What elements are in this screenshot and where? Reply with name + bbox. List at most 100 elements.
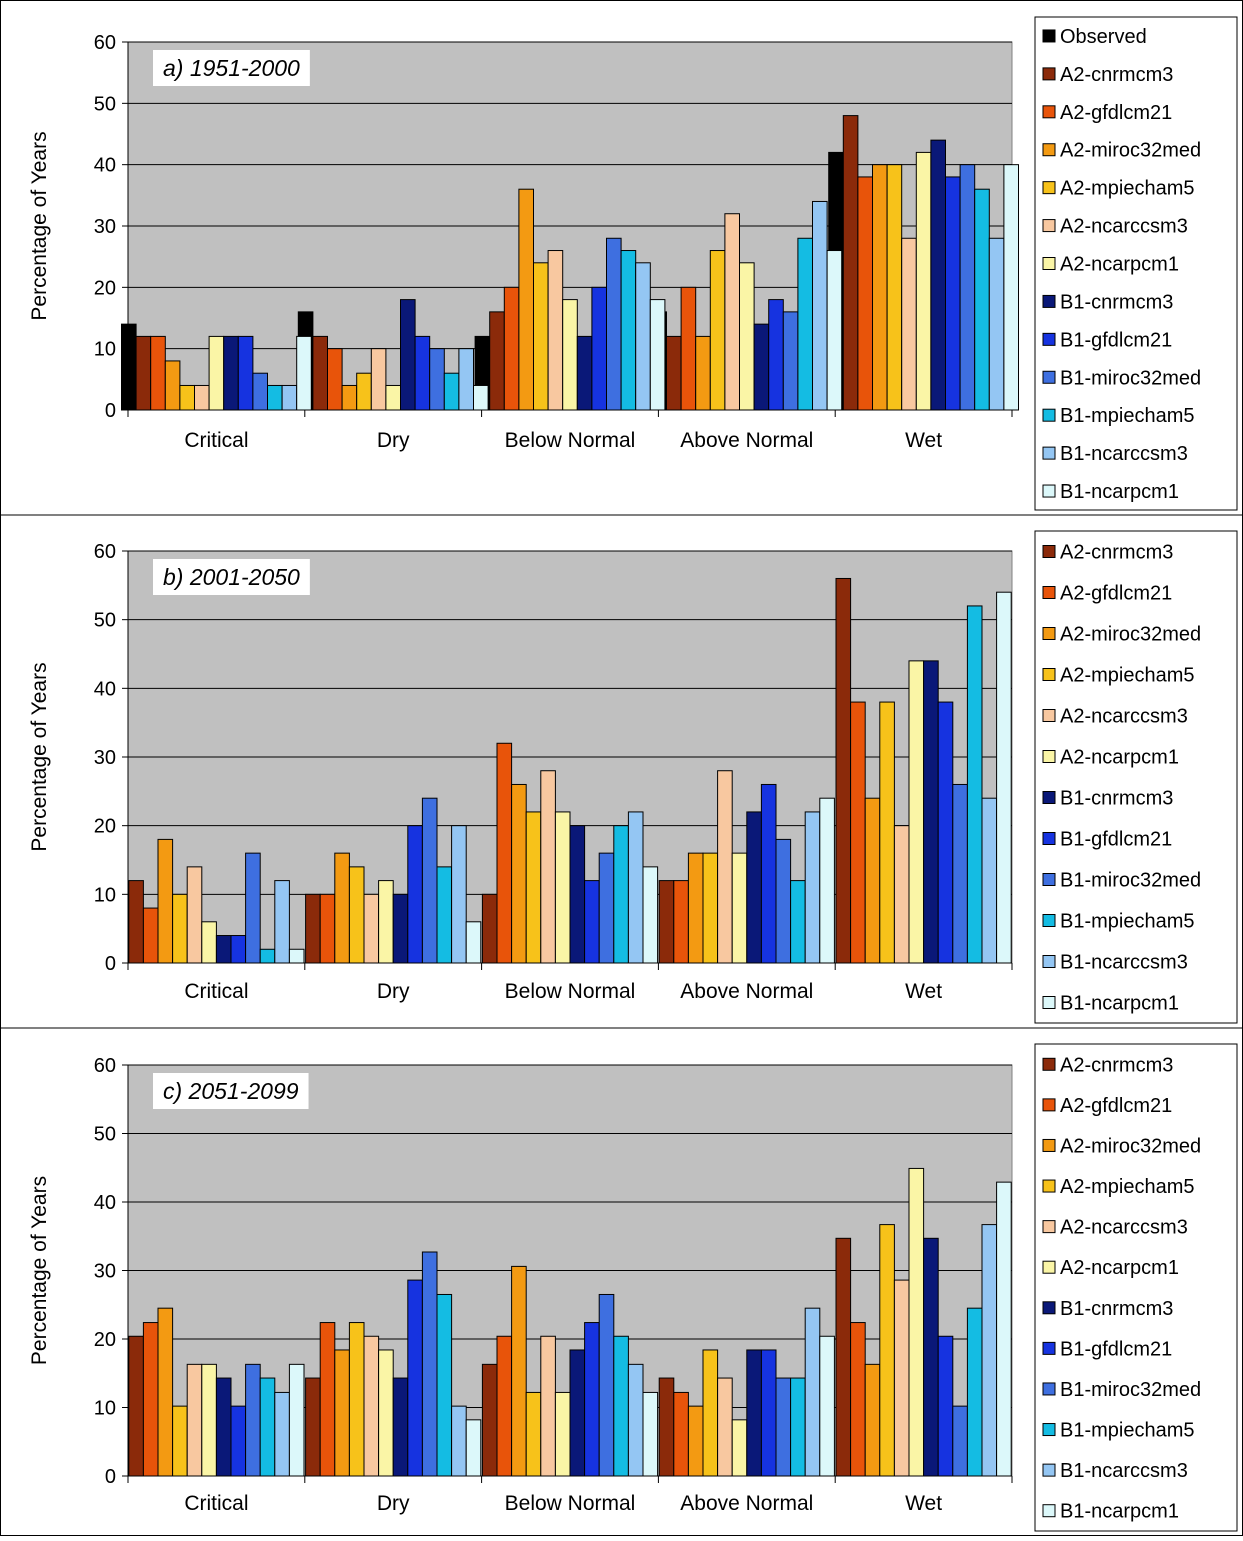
legend-item: B1-cnrmcm3 [1042,291,1173,313]
legend-label: A2-ncarccsm3 [1060,706,1188,728]
bar [533,262,549,411]
bar [312,335,328,411]
legend-box [1034,1043,1238,1532]
bar [746,1349,762,1477]
bar [658,1377,675,1477]
bar [584,1322,600,1477]
legend-label: A2-ncarccsm3 [1060,216,1188,238]
chart-title: b) 2001-2050 [163,564,300,590]
bar [695,335,711,411]
legend-swatch [1042,1382,1056,1396]
legend-label: A2-ncarpcm1 [1060,1257,1179,1279]
bar [687,1405,704,1477]
bar [237,335,254,411]
legend-item: Observed [1042,26,1147,48]
bar [392,893,409,964]
y-tick-label: 30 [94,747,116,769]
bar [864,797,881,964]
legend-label: A2-mpiecham5 [1060,178,1195,200]
bar [288,1363,305,1477]
legend-item: A2-ncarccsm3 [1042,216,1188,238]
bar [731,1419,748,1477]
bar [584,880,600,964]
legend-label: B1-mpiecham5 [1060,1420,1195,1442]
bar [421,797,438,964]
legend-label: B1-cnrmcm3 [1060,1298,1173,1320]
legend-item: A2-gfdlcm21 [1042,102,1172,124]
legend-label: A2-ncarpcm1 [1060,747,1179,769]
legend-item: A2-mpiecham5 [1042,1176,1195,1198]
y-tick-label: 0 [105,953,116,975]
legend-label: B1-gfdlcm21 [1060,1338,1172,1360]
bar [465,921,482,964]
legend-label: A2-miroc32med [1060,140,1201,162]
legend-swatch [1042,219,1056,233]
bar [305,893,321,964]
bar [673,880,689,964]
bar [554,1391,571,1477]
x-tick-label: Dry [377,429,410,452]
bar [443,372,460,411]
bar [687,852,704,964]
bar [135,335,152,411]
legend-label: A2-cnrmcm3 [1060,542,1173,564]
bar [458,348,474,411]
y-tick-label: 20 [94,816,116,838]
bar [341,384,358,411]
legend-label: B1-ncarpcm1 [1060,993,1179,1015]
bar [731,852,748,964]
legend-swatch [1042,996,1056,1009]
bar [230,1405,247,1477]
bar [378,1349,394,1477]
bar [1003,164,1020,411]
bar [348,866,365,964]
chart-title-box [153,559,310,595]
bar [819,1335,835,1477]
bar [901,237,917,411]
bar [451,825,467,964]
bar [893,1279,910,1477]
bar [473,384,489,411]
y-tick-label: 10 [94,884,116,906]
bar [930,139,947,411]
legend-item: A2-miroc32med [1042,624,1201,646]
chart-title-box [153,1073,309,1109]
bar [252,372,268,411]
bar [945,176,961,411]
legend-label: B1-cnrmcm3 [1060,291,1173,313]
legend-label: A2-gfdlcm21 [1060,1095,1172,1117]
bar [157,838,174,964]
bar [923,660,939,964]
legend-item: A2-gfdlcm21 [1042,1095,1172,1117]
bar [150,335,166,411]
legend-label: A2-gfdlcm21 [1060,102,1172,124]
bar [850,1322,866,1477]
legend-label: A2-miroc32med [1060,1135,1201,1157]
legend-item: A2-ncarpcm1 [1042,1257,1179,1279]
bar [886,164,903,411]
x-tick-label: Above Normal [680,429,813,452]
bar [709,250,726,411]
legend-item: B1-mpiecham5 [1042,405,1195,427]
y-axis-label: Percentage of Years [28,1176,51,1365]
y-tick-label: 50 [94,1124,116,1146]
chart-title-box [153,50,310,86]
bar [407,825,423,964]
legend-swatch [1042,1341,1056,1355]
legend-item: B1-ncarccsm3 [1042,1460,1188,1482]
bar [385,384,401,411]
legend-swatch [1042,586,1056,599]
legend-item: B1-ncarpcm1 [1042,993,1179,1015]
bar [606,237,622,411]
legend-swatch [1042,873,1056,886]
bar [613,1335,629,1477]
x-tick-label: Below Normal [505,1492,636,1515]
bar [996,591,1012,964]
x-tick-label: Dry [377,980,410,1003]
bar [215,1377,232,1477]
bar [702,852,719,964]
bar [496,1335,513,1477]
bar [525,1391,542,1477]
bar [959,164,976,411]
bar [400,299,416,411]
